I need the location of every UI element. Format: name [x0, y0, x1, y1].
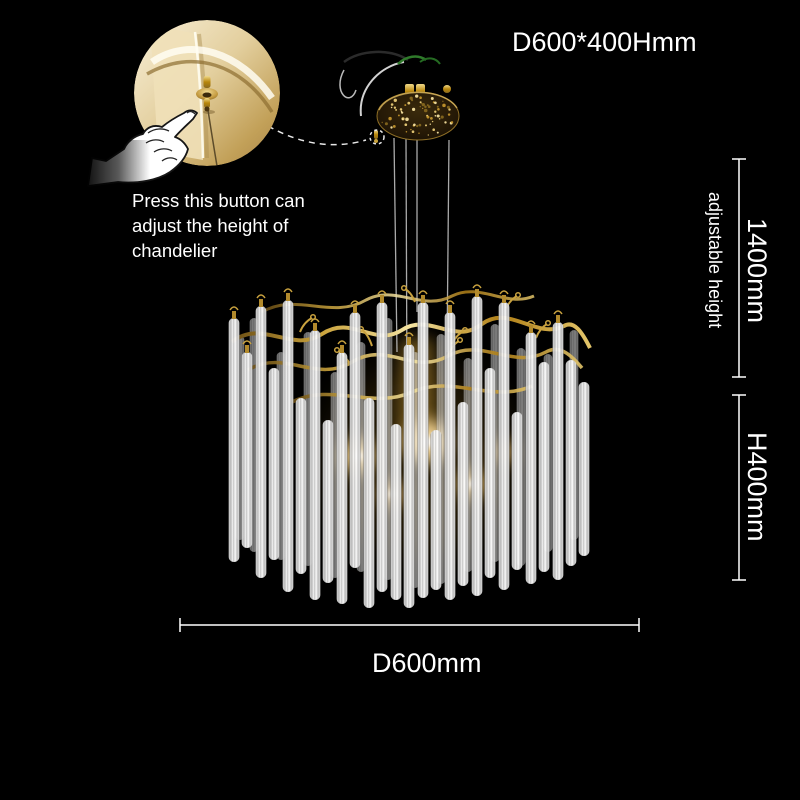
rod-hook [472, 284, 482, 289]
rod-cap [313, 323, 317, 331]
height-adjust-button-tip [374, 139, 378, 143]
callout-target-circle [369, 129, 385, 145]
rod-hook [418, 290, 428, 295]
crystal-rod [538, 362, 550, 572]
crystal-rod [268, 368, 280, 560]
rod-cap [421, 295, 425, 303]
inset-caption: Press this button can adjust the height … [132, 188, 305, 263]
rod-hook [377, 290, 387, 295]
diameter-dimension-line [179, 618, 640, 632]
crystal-rod [336, 352, 348, 604]
ceiling-wires [339, 50, 441, 117]
rod-cap [380, 295, 384, 303]
crystal-rod [578, 382, 590, 556]
crystal-rod [228, 318, 240, 562]
canopy-speckles [381, 94, 454, 136]
gold-ball [443, 85, 451, 93]
ceiling-canopy [339, 50, 460, 143]
height-adjust-button [374, 130, 378, 139]
inset-detail-circle [80, 20, 280, 192]
rod-hook [229, 306, 239, 311]
diameter-value: D600mm [372, 648, 482, 678]
crystal-rod [309, 330, 321, 600]
rod-hook [350, 300, 360, 305]
rod-hook [310, 318, 320, 323]
crystal-rod [511, 412, 523, 570]
crystal-rod [349, 312, 361, 568]
crystal-rod [525, 332, 537, 584]
crystal-rod [417, 302, 429, 598]
rod-hook [445, 300, 455, 305]
inset-button [196, 76, 218, 112]
inset-cable [207, 109, 218, 166]
rod-cap [353, 305, 357, 313]
crystal-rod [376, 302, 388, 592]
crystal-rod [471, 296, 483, 596]
fixture-height-value: H400mm [742, 432, 772, 542]
inset-caption-line: chandelier [132, 240, 218, 261]
rod-cap [340, 345, 344, 353]
crystal-rod [390, 424, 402, 600]
crystal-rod [255, 306, 267, 578]
rod-cap [232, 311, 236, 319]
rod-cap [529, 325, 533, 333]
size-dimensions-label: D600*400Hmm [512, 27, 697, 57]
rod-hook [404, 332, 414, 337]
rod-cap [556, 315, 560, 323]
crystal-rod [457, 402, 469, 586]
crystal-rod [403, 344, 415, 608]
crystal-rod [552, 322, 564, 580]
crystal-rod [241, 352, 253, 548]
crystal-rod [295, 398, 307, 574]
adjustable-height-note: adjustable height [705, 192, 725, 329]
rod-hook [242, 340, 252, 345]
inset-caption-line: Press this button can [132, 190, 305, 211]
rod-hook [499, 290, 509, 295]
pointing-hand-illustration [80, 109, 198, 192]
crystal-rod [363, 398, 375, 608]
crystal-rod [430, 430, 442, 590]
rod-hook [526, 320, 536, 325]
crystal-rod [282, 300, 294, 592]
crystal-rod [322, 420, 334, 583]
inset-caption-line: adjust the height of [132, 215, 289, 236]
crystal-rods-front [228, 296, 590, 608]
adjustable-height-dimension-line [732, 158, 746, 378]
crystal-rod [444, 312, 456, 600]
arm-fade [80, 140, 150, 192]
adjustable-height-value: 1400mm [742, 218, 772, 324]
dimension-lines [179, 158, 746, 632]
rod-cap [502, 295, 506, 303]
callout-connector [267, 125, 385, 146]
crystal-rod [484, 368, 496, 578]
rod-cap [245, 345, 249, 353]
rod-cap [286, 293, 290, 301]
rod-cap [259, 299, 263, 307]
rod-hook [256, 294, 266, 299]
rod-gold-caps [229, 284, 563, 353]
crystal-rod [498, 302, 510, 590]
rod-hook [337, 340, 347, 345]
rod-cap [448, 305, 452, 313]
rod-cap [475, 289, 479, 297]
crystal-rod [565, 360, 577, 566]
fixture-height-dimension-line [732, 394, 746, 581]
rod-hook [553, 310, 563, 315]
rod-cap [407, 337, 411, 345]
rod-hook [283, 288, 293, 293]
